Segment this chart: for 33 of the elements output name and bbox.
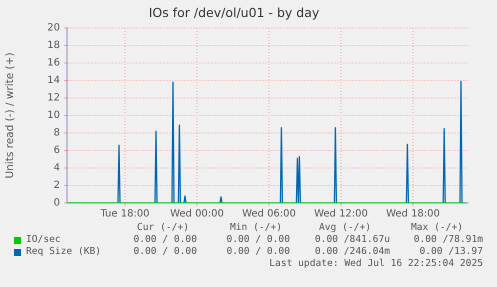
y-tick-label: 0	[54, 198, 60, 209]
x-tick-label: Tue 18:00	[99, 208, 150, 220]
text: 0.00 / 0.00	[133, 234, 197, 246]
y-tick-label: 14	[47, 75, 60, 86]
text: 0.00 / 0.00	[226, 234, 290, 246]
text: Last update: Wed Jul 16 22:25:04 2025	[269, 258, 483, 270]
x-tick-label: Wed 00:00	[170, 208, 224, 220]
legend-label: Req Size (KB)	[26, 246, 102, 258]
y-tick-label: 18	[47, 40, 60, 52]
y-tick-label: 6	[54, 145, 60, 156]
y-tick-label: 8	[54, 128, 60, 139]
legend-label: IO/sec	[26, 234, 61, 246]
text: Min (-/+)	[230, 222, 282, 234]
text: 0.00 /13.97	[419, 246, 483, 258]
x-tick-label: Wed 18:00	[386, 208, 440, 220]
text: Max (-/+)	[411, 222, 463, 234]
x-tick-label: Wed 12:00	[314, 208, 368, 220]
chart-title: IOs for /dev/ol/u01 - by day	[148, 4, 320, 20]
y-tick-label: 4	[54, 162, 60, 174]
text: Cur (-/+)	[137, 222, 189, 234]
text: 0.00 /78.91m	[414, 234, 483, 246]
y-tick-label: 2	[54, 180, 60, 192]
x-tick-label: Wed 06:00	[242, 208, 296, 220]
text: Avg (-/+)	[319, 222, 371, 234]
text: 0.00 /246.04m	[314, 246, 390, 258]
y-tick-label: 10	[47, 110, 60, 122]
y-tick-label: 16	[47, 58, 60, 69]
text: 0.00 / 0.00	[133, 246, 197, 258]
text: 0.00 /841.67u	[314, 234, 390, 246]
y-tick-label: 20	[47, 22, 60, 34]
y-axis-title: Units read (-) / write (+)	[4, 52, 16, 179]
y-tick-label: 12	[47, 92, 60, 104]
text: 0.00 / 0.00	[226, 246, 290, 258]
